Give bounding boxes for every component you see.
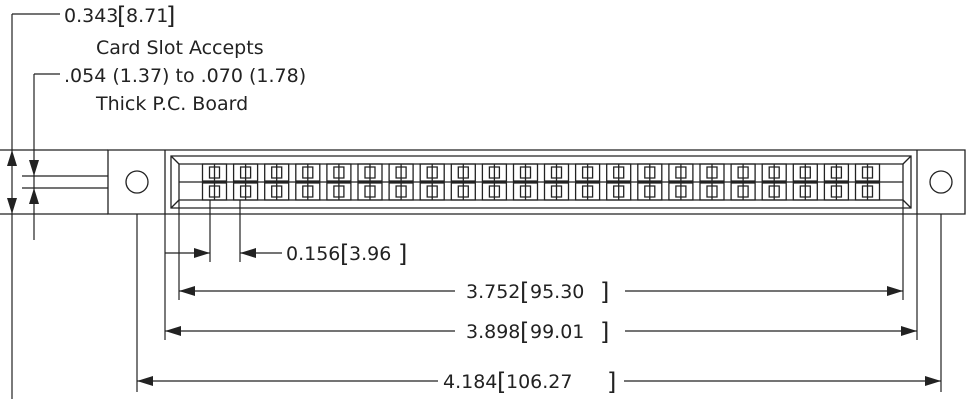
- bracket: ]: [607, 368, 616, 396]
- slot-chamfer: [903, 156, 911, 164]
- contact-cell: [234, 164, 258, 181]
- arrowhead: [194, 248, 210, 258]
- contact-cell: [203, 183, 227, 200]
- contact-cell: [669, 164, 693, 181]
- bracket: ]: [166, 2, 175, 30]
- right-mounting-hole: [930, 171, 952, 193]
- arrowhead: [7, 198, 17, 214]
- contacts-span-mm-label: 95.30: [530, 281, 584, 303]
- bracket: [: [520, 278, 529, 306]
- arrowhead: [137, 376, 153, 386]
- bracket: ]: [600, 318, 609, 346]
- arrowhead: [887, 286, 903, 296]
- contact-cell: [234, 183, 258, 200]
- pitch-mm-label: 3.96: [349, 243, 391, 265]
- dimension-lines: [0, 14, 941, 399]
- pitch-inch-label: 0.156: [286, 243, 340, 265]
- card-slot-outer: [171, 156, 911, 208]
- bracket: [: [117, 2, 126, 30]
- contact-cell: [358, 164, 382, 181]
- contact-cell: [576, 183, 600, 200]
- height-inch-label: 0.343: [64, 5, 118, 27]
- contact-cell: [514, 164, 538, 181]
- contact-cell: [482, 164, 506, 181]
- contact-cell: [700, 183, 724, 200]
- contact-cell: [358, 183, 382, 200]
- contact-cell: [824, 164, 848, 181]
- contact-cell: [762, 164, 786, 181]
- contact-cell: [731, 183, 755, 200]
- contact-cell: [856, 164, 880, 181]
- body-span-inch-label: 3.898: [466, 321, 520, 343]
- contact-cell: [265, 183, 289, 200]
- contact-cell: [607, 183, 631, 200]
- height-mm-label: 8.71: [126, 5, 168, 27]
- overall-inch-label: 4.184: [443, 371, 497, 393]
- contact-cell: [451, 183, 475, 200]
- slot-note-line1: Card Slot Accepts: [96, 37, 264, 59]
- contact-cell: [420, 183, 444, 200]
- arrowhead: [29, 188, 39, 204]
- slot-chamfer: [903, 200, 911, 208]
- body-span-mm-label: 99.01: [530, 321, 584, 343]
- arrowhead: [165, 326, 181, 336]
- arrowhead: [7, 150, 17, 166]
- connector-body-outline: [108, 150, 965, 214]
- contact-cell: [545, 183, 569, 200]
- contact-cell: [669, 183, 693, 200]
- contact-cell: [607, 164, 631, 181]
- slot-chamfer: [171, 156, 179, 164]
- bracket: [: [340, 240, 349, 268]
- contacts-span-inch-label: 3.752: [466, 281, 520, 303]
- contact-cell: [793, 183, 817, 200]
- contact-cell: [762, 183, 786, 200]
- contact-cell: [545, 164, 569, 181]
- arrowhead: [240, 248, 256, 258]
- left-mounting-hole: [126, 171, 148, 193]
- arrowheads: [7, 150, 941, 386]
- contact-row: [203, 164, 880, 200]
- contact-cell: [327, 183, 351, 200]
- contact-cell: [824, 183, 848, 200]
- contact-cell: [265, 164, 289, 181]
- overall-mm-label: 106.27: [506, 371, 572, 393]
- bracket: ]: [398, 240, 407, 268]
- connector-outline: [108, 150, 965, 214]
- contact-cell: [856, 183, 880, 200]
- arrowhead: [925, 376, 941, 386]
- contact-cell: [451, 164, 475, 181]
- contact-cell: [296, 183, 320, 200]
- bracket: [: [497, 368, 506, 396]
- contact-cell: [389, 183, 413, 200]
- arrowhead: [901, 326, 917, 336]
- contact-cell: [514, 183, 538, 200]
- bracket: ]: [600, 278, 609, 306]
- contact-cell: [576, 164, 600, 181]
- arrowhead: [29, 160, 39, 176]
- slot-note-line2: .054 (1.37) to .070 (1.78): [64, 65, 306, 87]
- contact-cell: [731, 164, 755, 181]
- contact-cell: [296, 164, 320, 181]
- contact-cell: [638, 183, 662, 200]
- slot-note-line3: Thick P.C. Board: [95, 93, 248, 115]
- contact-cell: [793, 164, 817, 181]
- slot-chamfer: [171, 200, 179, 208]
- contact-cell: [420, 164, 444, 181]
- contact-cell: [389, 164, 413, 181]
- bracket: [: [520, 318, 529, 346]
- contact-cell: [700, 164, 724, 181]
- arrowhead: [179, 286, 195, 296]
- contact-cell: [482, 183, 506, 200]
- contact-cell: [638, 164, 662, 181]
- contact-cell: [203, 164, 227, 181]
- contact-cell: [327, 164, 351, 181]
